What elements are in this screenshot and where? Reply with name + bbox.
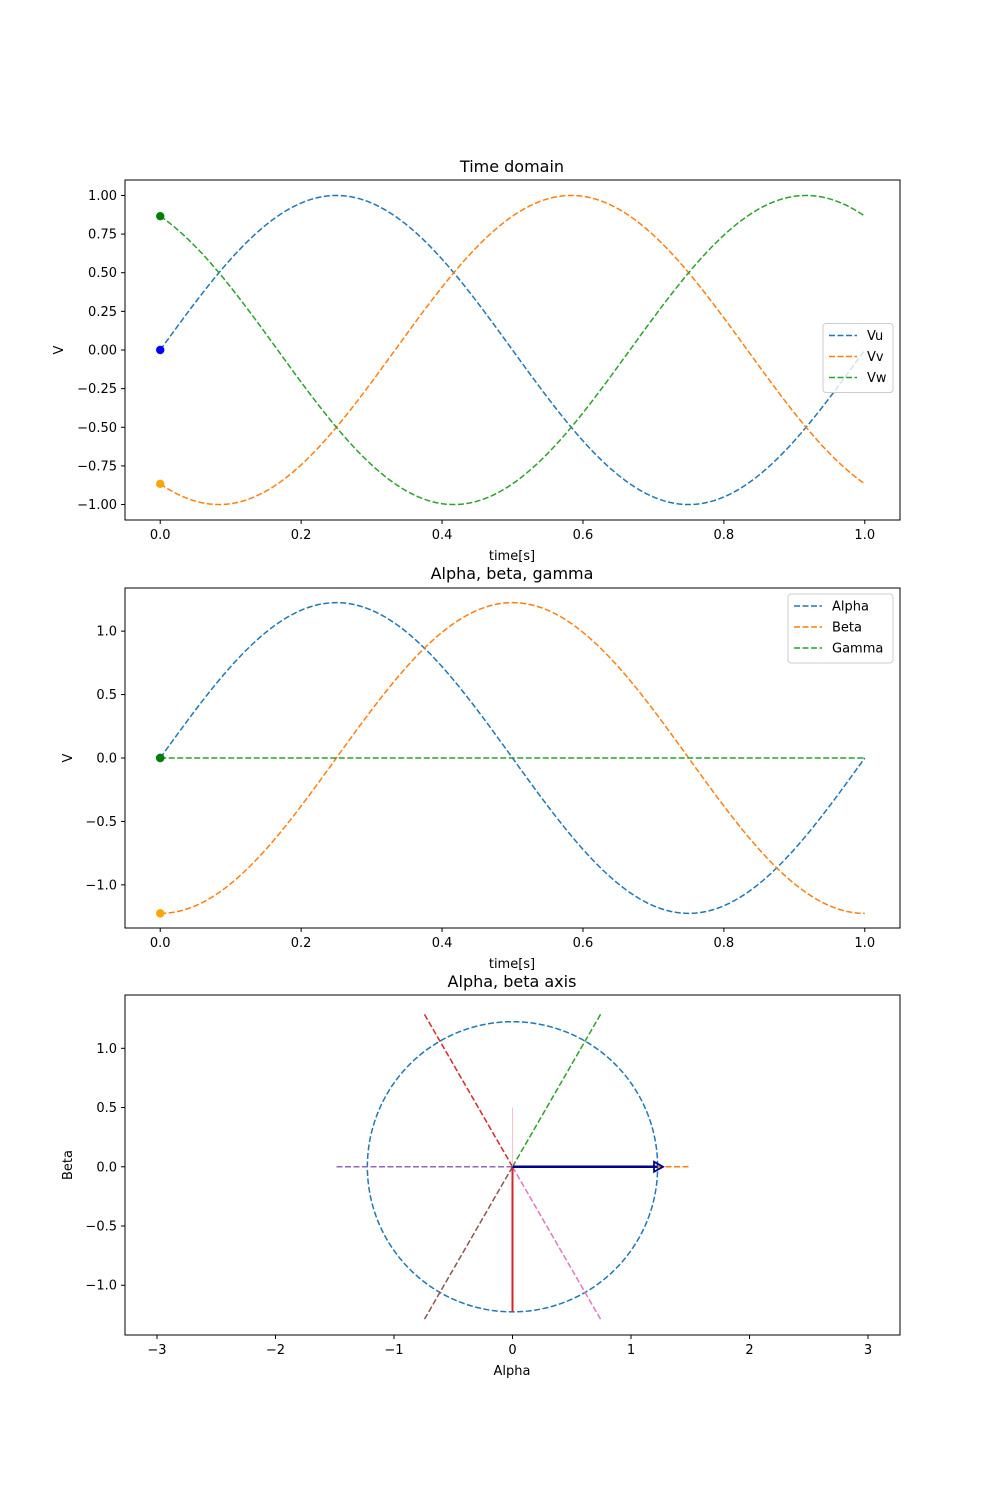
x-tick-label: 2: [745, 1343, 753, 1358]
start-marker: [156, 479, 165, 489]
y-tick-label: 0.5: [96, 688, 117, 703]
y-tick-label: 1.0: [96, 625, 117, 640]
time-domain-ticks: 0.0 0.2 0.4 0.6 0.8 1.0 1.00 0.75 0.50 0.25 0.00 −0…: [77, 189, 875, 543]
y-tick-label: 0.00: [88, 344, 117, 359]
legend-box: [787, 593, 894, 664]
time-domain-legend: Vu Vv Vw: [822, 323, 894, 393]
y-tick-label: −0.50: [77, 421, 117, 436]
series-line-beta: [160, 601, 865, 915]
y-tick-label: 0.0: [96, 752, 117, 767]
ab-axis-xlabel: Alpha: [494, 1364, 531, 1379]
y-tick-label: 0.0: [96, 1160, 117, 1175]
start-marker: [156, 909, 165, 918]
y-tick-label: −0.75: [77, 459, 117, 474]
panel-time-domain: 0.0 0.2 0.4 0.6 0.8 1.0 1.00 0.75 0.50 0.25 0.00 −0…: [52, 157, 901, 564]
legend-box: [822, 323, 894, 393]
ab-axis-title: Alpha, beta axis: [448, 972, 577, 991]
y-tick-label: 1.00: [88, 189, 117, 204]
abg-legend: Alpha Beta Gamma: [787, 593, 894, 664]
legend-entry: Gamma: [832, 642, 883, 657]
x-tick-label: −3: [147, 1343, 166, 1358]
x-tick-label: −1: [384, 1343, 403, 1358]
y-tick-label: 0.50: [88, 266, 117, 281]
y-tick-label: 0.75: [88, 228, 117, 243]
abg-plot-area: [156, 601, 866, 918]
arrow-head: [653, 1160, 665, 1174]
x-tick-label: 0.6: [573, 936, 594, 951]
legend-entry: Vv: [867, 350, 884, 365]
y-tick-label: 1.0: [96, 1042, 117, 1057]
time-domain-title: Time domain: [459, 157, 564, 176]
y-tick-label: 0.5: [96, 1101, 117, 1116]
start-marker: [156, 753, 165, 763]
phase-axis-line: [422, 1166, 514, 1322]
x-tick-label: 0.4: [432, 528, 453, 543]
time-domain-xlabel: time[s]: [489, 549, 535, 564]
abg-ticks: 0.0 0.2 0.4 0.6 0.8 1.0 1.0 0.5 0.0 −0.5 −1.0: [85, 625, 875, 951]
x-tick-label: 0.2: [291, 936, 312, 951]
y-tick-label: −0.5: [85, 1220, 117, 1235]
x-tick-label: −2: [266, 1343, 285, 1358]
start-marker: [156, 345, 165, 355]
y-tick-label: −0.25: [77, 382, 117, 397]
x-tick-label: 0.4: [432, 936, 453, 951]
abg-ylabel: V: [61, 753, 76, 762]
x-tick-label: 0: [508, 1343, 516, 1358]
start-marker: [156, 211, 165, 221]
panel-alpha-beta-gamma: 0.0 0.2 0.4 0.6 0.8 1.0 1.0 0.5 0.0 −0.5 −1.0 Alph…: [61, 564, 901, 972]
phase-axis-line: [511, 1166, 603, 1322]
x-tick-label: 0.0: [150, 936, 171, 951]
phase-axis-line: [511, 1012, 603, 1168]
x-tick-label: 1: [627, 1343, 635, 1358]
legend-entry: Alpha: [832, 600, 869, 615]
y-tick-label: −0.5: [85, 815, 117, 830]
x-tick-label: 0.0: [150, 528, 171, 543]
legend-entry: Vu: [867, 329, 883, 344]
y-tick-label: 0.25: [88, 305, 117, 320]
x-tick-label: 0.2: [291, 528, 312, 543]
x-tick-label: 0.8: [714, 936, 735, 951]
panel-alpha-beta-axis: −3 −2 −1 0 1 2 3 1.0 0.5 0.0 −0.5 −1.0 Alpha, beta …: [61, 972, 901, 1379]
x-tick-label: 0.8: [714, 528, 735, 543]
legend-entry: Beta: [832, 621, 862, 636]
x-tick-label: 0.6: [573, 528, 594, 543]
legend-entry: Vw: [867, 371, 887, 386]
series-line-vu: [159, 194, 866, 506]
time-domain-ylabel: V: [52, 345, 67, 354]
x-tick-label: 3: [864, 1343, 872, 1358]
abg-title: Alpha, beta, gamma: [431, 564, 594, 583]
x-tick-label: 1.0: [854, 936, 875, 951]
y-tick-label: −1.00: [77, 498, 117, 513]
time-domain-plot-area: [156, 194, 866, 506]
abg-xlabel: time[s]: [489, 957, 535, 972]
ab-axis-ylabel: Beta: [61, 1150, 76, 1180]
y-tick-label: −1.0: [85, 878, 117, 893]
phase-axis-line: [422, 1012, 514, 1168]
x-tick-label: 1.0: [854, 528, 875, 543]
series-line-vw: [159, 194, 866, 506]
ab-axis-plot-area: [334, 1012, 691, 1322]
y-tick-label: −1.0: [85, 1279, 117, 1294]
ab-axis-ticks: −3 −2 −1 0 1 2 3 1.0 0.5 0.0 −0.5 −1.0: [85, 1042, 872, 1358]
